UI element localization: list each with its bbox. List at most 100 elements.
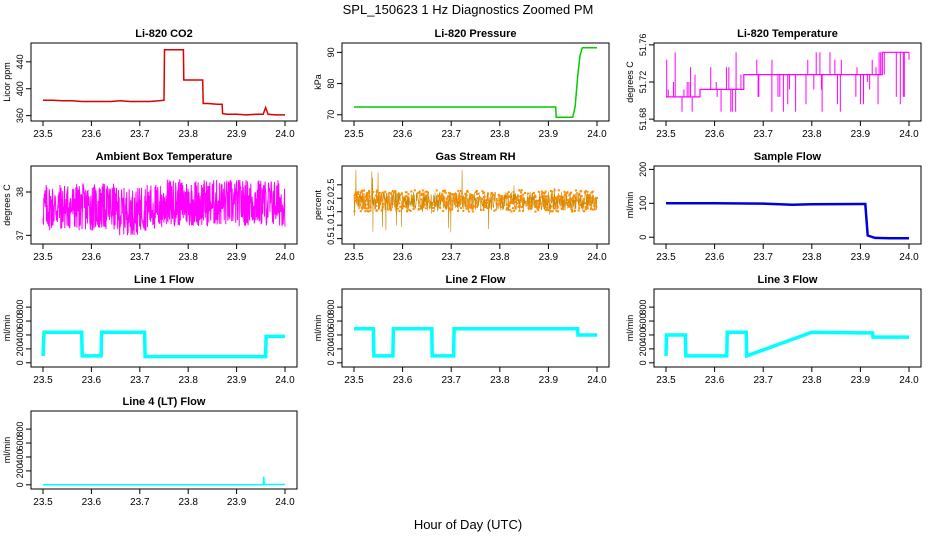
data-point	[520, 206, 523, 209]
data-point	[559, 195, 562, 198]
y-tick-label: 200	[326, 341, 336, 356]
data-point	[594, 201, 597, 204]
x-tick-label: 23.9	[227, 497, 247, 508]
plot-frame	[341, 165, 610, 245]
data-point	[471, 195, 474, 198]
data-point	[515, 197, 518, 200]
data-point	[537, 206, 540, 209]
data-point	[537, 209, 540, 212]
data-point	[374, 194, 377, 197]
data-point	[556, 207, 559, 210]
data-point	[564, 202, 567, 205]
series-line	[43, 476, 285, 486]
data-point	[482, 202, 485, 205]
data-point	[432, 209, 435, 212]
data-point	[483, 195, 486, 198]
data-point	[451, 193, 454, 196]
series-edges	[42, 331, 285, 358]
panel-title: Line 3 Flow	[758, 274, 818, 286]
data-point	[533, 204, 536, 207]
data-point	[357, 191, 360, 194]
x-tick-label: 24.0	[275, 129, 295, 140]
x-tick-label: 24.0	[899, 375, 919, 386]
data-point	[367, 206, 370, 209]
data-point	[375, 199, 378, 202]
data-point	[391, 190, 394, 193]
data-point	[439, 206, 442, 209]
data-point	[459, 202, 462, 205]
x-tick-label: 23.7	[441, 129, 461, 140]
data-point	[404, 205, 407, 208]
y-tick-label: 600	[326, 314, 336, 329]
data-point	[553, 189, 556, 192]
panel-title: Line 4 (LT) Flow	[123, 396, 206, 408]
data-point	[403, 200, 406, 203]
data-point	[490, 192, 493, 195]
data-point	[573, 194, 576, 197]
data-point	[465, 205, 468, 208]
data-point	[507, 202, 510, 205]
x-tick-label: 23.8	[490, 375, 510, 386]
y-axis-label: ml/min	[2, 315, 12, 342]
data-point	[464, 192, 467, 195]
data-point	[469, 206, 472, 209]
data-point	[465, 207, 468, 210]
y-tick-label: 0	[15, 482, 25, 487]
data-point	[447, 206, 450, 209]
data-point	[422, 192, 425, 195]
data-point	[435, 189, 438, 192]
data-point	[431, 203, 434, 206]
data-point	[358, 197, 361, 200]
data-point	[509, 199, 512, 202]
series-line	[41, 330, 285, 359]
data-point	[477, 198, 480, 201]
y-tick-label: 70	[326, 110, 336, 120]
data-point	[462, 209, 465, 212]
data-point	[449, 209, 452, 212]
data-point	[413, 189, 416, 192]
data-point	[585, 194, 588, 197]
data-point	[401, 192, 404, 195]
data-point	[574, 189, 577, 192]
x-tick-label: 23.7	[441, 252, 461, 263]
data-point	[395, 202, 398, 205]
data-point	[422, 205, 425, 208]
data-point	[475, 205, 478, 208]
panel-title: Line 2 Flow	[446, 274, 506, 286]
x-tick-label: 23.8	[490, 252, 510, 263]
data-point	[457, 195, 460, 198]
data-point	[484, 199, 487, 202]
data-point	[527, 204, 530, 207]
y-tick-label: 80	[326, 79, 336, 89]
data-point	[573, 209, 576, 212]
data-point	[558, 195, 561, 198]
data-point	[508, 195, 511, 198]
data-point	[580, 195, 583, 198]
data-point	[572, 197, 575, 200]
x-tick-label: 23.5	[656, 129, 676, 140]
data-point	[443, 196, 446, 199]
data-point	[378, 202, 381, 205]
data-point	[420, 198, 423, 201]
data-point	[440, 199, 443, 202]
panel-sample-flow: Sample Flow ml/min 23.5 23.6 23.7 23.8 23.9 24.…	[625, 151, 922, 263]
panel-title: Line 1 Flow	[134, 274, 194, 286]
data-point	[457, 189, 460, 192]
data-point	[482, 208, 485, 211]
data-point	[359, 203, 362, 206]
data-point	[516, 199, 519, 202]
data-point	[577, 209, 580, 212]
data-point	[577, 197, 580, 200]
data-point	[443, 202, 446, 205]
data-point	[419, 204, 422, 207]
data-point	[540, 190, 543, 193]
x-tick-label: 23.7	[753, 129, 773, 140]
x-tick-label: 23.6	[82, 129, 102, 140]
y-tick-label: 200	[15, 463, 25, 478]
data-point	[582, 209, 585, 212]
data-point	[487, 199, 490, 202]
data-point	[409, 210, 412, 213]
panel-title: Ambient Box Temperature	[96, 151, 233, 163]
data-point	[407, 193, 410, 196]
data-point	[501, 196, 504, 199]
